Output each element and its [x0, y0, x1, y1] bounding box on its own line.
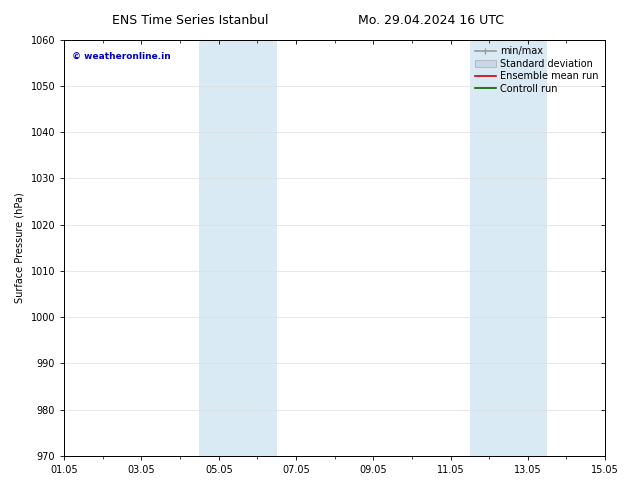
Text: ENS Time Series Istanbul: ENS Time Series Istanbul	[112, 14, 268, 27]
Text: © weatheronline.in: © weatheronline.in	[72, 52, 171, 61]
Bar	[470, 40, 547, 456]
Legend: min/max, Standard deviation, Ensemble mean run, Controll run: min/max, Standard deviation, Ensemble me…	[472, 45, 600, 96]
Y-axis label: Surface Pressure (hPa): Surface Pressure (hPa)	[15, 193, 25, 303]
Text: Mo. 29.04.2024 16 UTC: Mo. 29.04.2024 16 UTC	[358, 14, 504, 27]
Bar	[200, 40, 276, 456]
